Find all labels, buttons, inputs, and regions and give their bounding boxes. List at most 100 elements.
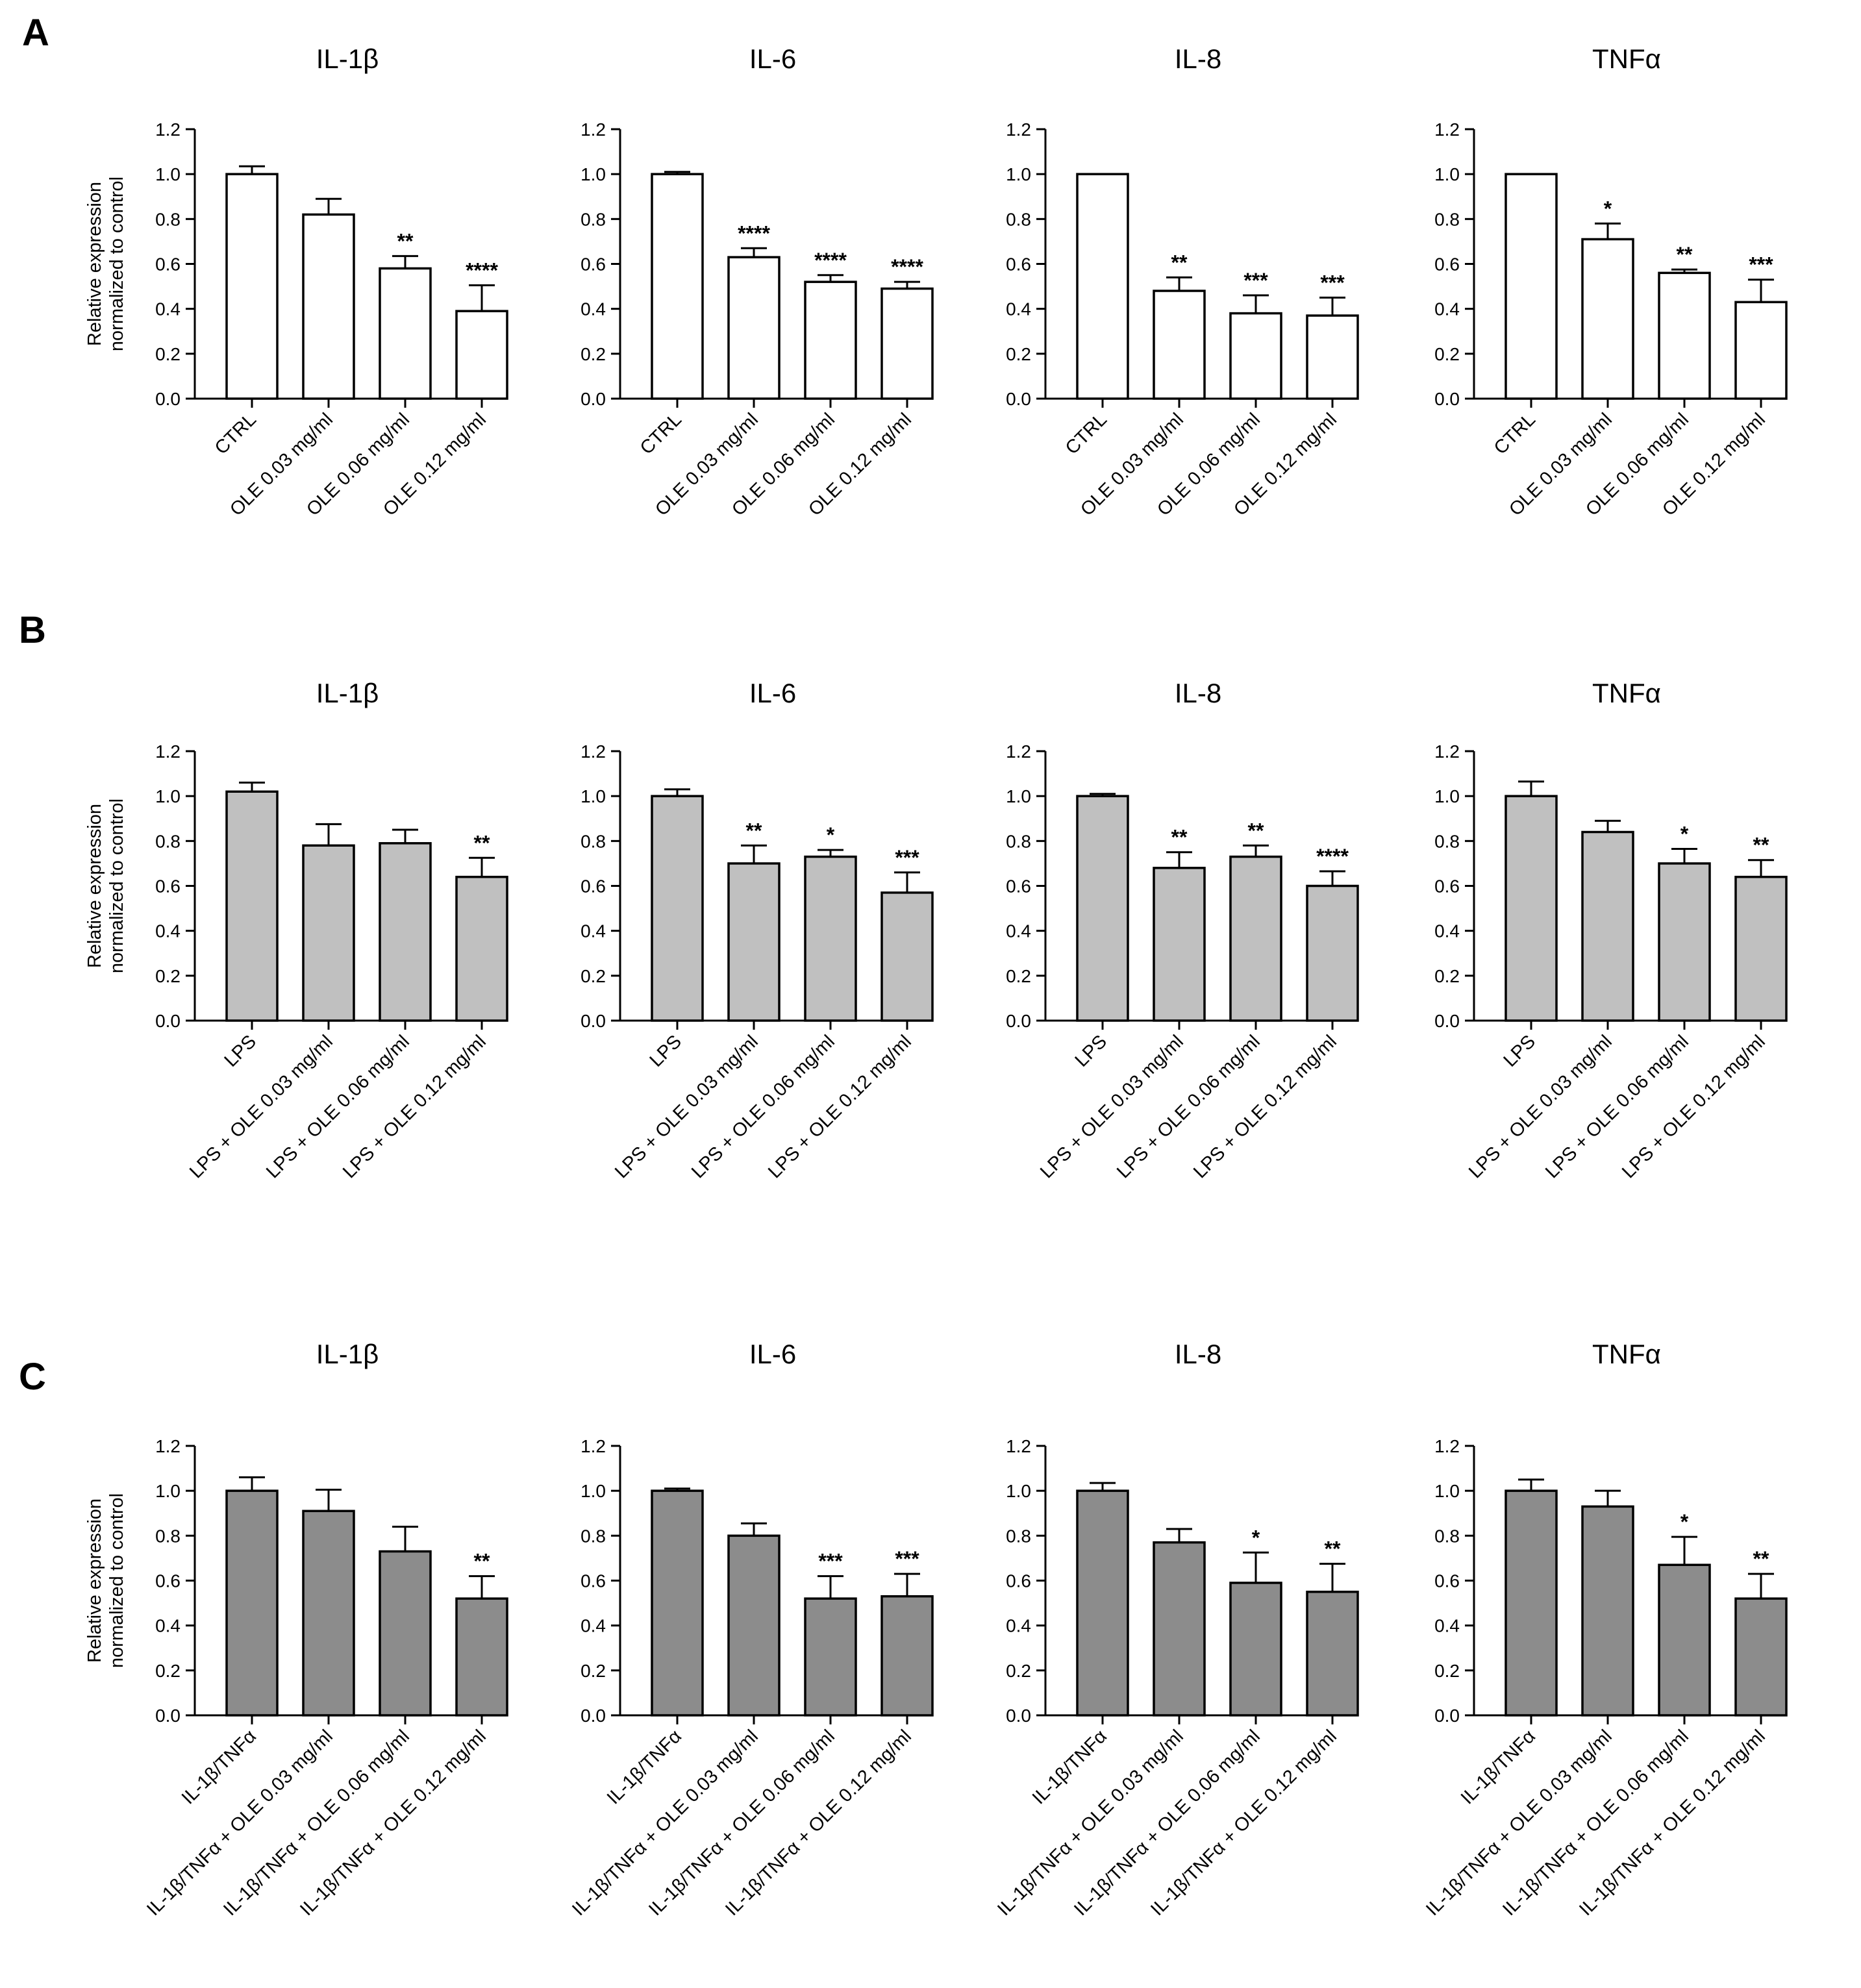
y-tick-label: 0.0 bbox=[581, 1011, 606, 1031]
y-tick-label: 0.8 bbox=[581, 1526, 606, 1546]
bar bbox=[455, 875, 508, 1022]
chart-title: IL-1β bbox=[316, 1339, 379, 1369]
significance-label: ** bbox=[1171, 826, 1188, 849]
category-label: LPS bbox=[1500, 1031, 1540, 1071]
y-tick-label: 0.8 bbox=[581, 831, 606, 851]
chart-title: TNFα bbox=[1592, 1339, 1661, 1369]
y-axis-label-line: Relative expression bbox=[84, 1498, 105, 1663]
y-axis-label-line: normalized to control bbox=[106, 177, 127, 351]
y-axis-label-line: normalized to control bbox=[106, 1493, 127, 1668]
category-label: CTRL bbox=[211, 409, 260, 458]
bar bbox=[302, 1510, 355, 1717]
y-tick-label: 1.2 bbox=[155, 741, 181, 762]
bar bbox=[727, 256, 781, 400]
significance-label: ** bbox=[1171, 251, 1188, 274]
bar bbox=[804, 855, 857, 1022]
y-tick-label: 0.6 bbox=[1006, 1571, 1031, 1591]
y-tick-label: 0.2 bbox=[155, 1661, 181, 1681]
y-tick-label: 1.0 bbox=[581, 164, 606, 184]
y-tick-label: 0.4 bbox=[155, 1616, 181, 1636]
y-axis-label-line: Relative expression bbox=[84, 182, 105, 346]
category-label: LPS + OLE 0.12 mg/ml bbox=[1618, 1031, 1769, 1182]
category-label: LPS + OLE 0.06 mg/ml bbox=[1113, 1031, 1264, 1182]
y-tick-label: 0.0 bbox=[1006, 1011, 1031, 1031]
y-tick-label: 1.0 bbox=[581, 786, 606, 806]
significance-label: *** bbox=[1749, 253, 1773, 277]
chart-c-3: IL-80.00.20.40.60.81.01.2IL-1β/TNFαIL-1β… bbox=[993, 1339, 1359, 1920]
bar bbox=[302, 213, 355, 400]
y-tick-label: 1.0 bbox=[581, 1481, 606, 1501]
bar bbox=[727, 1534, 781, 1717]
significance-label: **** bbox=[814, 249, 847, 272]
y-tick-label: 0.0 bbox=[1006, 389, 1031, 409]
y-tick-label: 0.6 bbox=[1006, 876, 1031, 897]
y-tick-label: 1.0 bbox=[1434, 164, 1460, 184]
bar bbox=[302, 844, 355, 1022]
category-label: IL-1β/TNFα bbox=[178, 1726, 260, 1808]
category-label: CTRL bbox=[1062, 409, 1111, 458]
y-tick-label: 0.6 bbox=[155, 876, 181, 897]
y-tick-label: 0.2 bbox=[1006, 344, 1031, 364]
chart-title: IL-1β bbox=[316, 43, 379, 74]
significance-label: **** bbox=[466, 258, 498, 282]
bar bbox=[881, 1595, 934, 1717]
chart-title: TNFα bbox=[1592, 43, 1661, 74]
y-tick-label: 0.2 bbox=[1434, 1661, 1460, 1681]
category-label: LPS + OLE 0.12 mg/ml bbox=[764, 1031, 916, 1182]
bar bbox=[455, 310, 508, 400]
y-axis-label-line: normalized to control bbox=[106, 799, 127, 973]
bar bbox=[1734, 301, 1788, 400]
chart-c-2: IL-60.00.20.40.60.81.01.2IL-1β/TNFαIL-1β… bbox=[568, 1339, 934, 1920]
category-label: LPS + OLE 0.03 mg/ml bbox=[186, 1031, 337, 1182]
y-tick-label: 0.0 bbox=[1434, 1011, 1460, 1031]
y-tick-label: 1.2 bbox=[1006, 1436, 1031, 1456]
category-label: LPS + OLE 0.12 mg/ml bbox=[1190, 1031, 1341, 1182]
chart-title: TNFα bbox=[1592, 678, 1661, 708]
y-tick-label: 0.0 bbox=[1434, 1706, 1460, 1726]
chart-c-4: TNFα0.00.20.40.60.81.01.2IL-1β/TNFαIL-1β… bbox=[1422, 1339, 1788, 1920]
y-tick-label: 0.8 bbox=[1434, 831, 1460, 851]
significance-label: ** bbox=[474, 831, 490, 854]
bar bbox=[1505, 1489, 1558, 1717]
significance-label: ** bbox=[746, 819, 762, 842]
y-tick-label: 0.0 bbox=[155, 389, 181, 409]
y-tick-label: 0.4 bbox=[581, 921, 606, 941]
y-tick-label: 1.2 bbox=[1434, 119, 1460, 140]
bar bbox=[727, 862, 781, 1022]
bar bbox=[804, 280, 857, 400]
y-tick-label: 1.0 bbox=[155, 1481, 181, 1501]
significance-label: ** bbox=[1753, 1547, 1769, 1571]
significance-label: * bbox=[1680, 822, 1689, 845]
bar bbox=[1658, 1563, 1711, 1717]
panel-label-b: B bbox=[19, 609, 46, 651]
y-axis-label-line: Relative expression bbox=[84, 804, 105, 968]
bar bbox=[1306, 884, 1359, 1022]
category-label: LPS bbox=[1071, 1031, 1111, 1071]
category-label: LPS + OLE 0.12 mg/ml bbox=[339, 1031, 490, 1182]
category-label: LPS bbox=[646, 1031, 686, 1071]
y-tick-label: 0.6 bbox=[581, 255, 606, 275]
y-tick-label: 0.0 bbox=[155, 1011, 181, 1031]
bar bbox=[651, 173, 704, 400]
y-tick-label: 0.6 bbox=[1006, 255, 1031, 275]
y-tick-label: 1.2 bbox=[1006, 741, 1031, 762]
bar bbox=[881, 287, 934, 400]
category-label: CTRL bbox=[636, 409, 686, 458]
significance-label: * bbox=[1604, 197, 1612, 220]
y-tick-label: 0.0 bbox=[581, 1706, 606, 1726]
bar bbox=[1505, 173, 1558, 400]
significance-label: ** bbox=[1325, 1537, 1341, 1561]
y-tick-label: 0.2 bbox=[1434, 966, 1460, 986]
y-tick-label: 1.0 bbox=[155, 786, 181, 806]
y-tick-label: 0.4 bbox=[1006, 299, 1031, 319]
y-tick-label: 0.8 bbox=[1434, 1526, 1460, 1546]
bar bbox=[225, 790, 279, 1022]
y-tick-label: 0.6 bbox=[581, 876, 606, 897]
y-tick-label: 0.2 bbox=[581, 1661, 606, 1681]
y-tick-label: 0.4 bbox=[581, 1616, 606, 1636]
significance-label: ** bbox=[1248, 819, 1264, 842]
bar bbox=[651, 795, 704, 1022]
y-tick-label: 0.2 bbox=[1006, 1661, 1031, 1681]
